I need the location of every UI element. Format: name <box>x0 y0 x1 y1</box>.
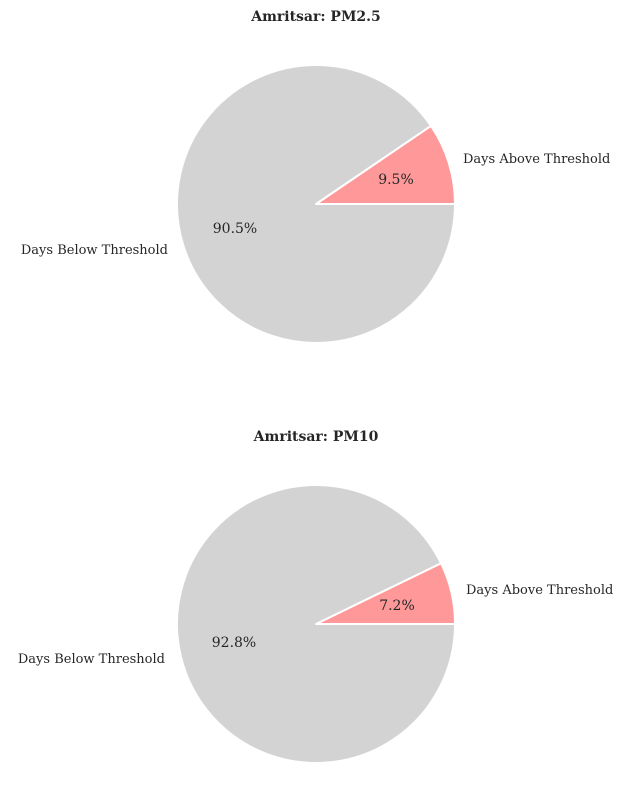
slice-label-below: Days Below Threshold <box>18 652 165 667</box>
pie-slice-below-threshold <box>176 64 456 344</box>
slice-label-below: Days Below Threshold <box>21 243 168 258</box>
pie-slice-below-threshold <box>176 483 456 764</box>
chart-title: Amritsar: PM2.5 <box>250 9 381 25</box>
pie-slices <box>176 64 456 344</box>
chart-title: Amritsar: PM10 <box>253 429 379 445</box>
pm10-pie-chart: Amritsar: PM10 Days Above Threshold Days… <box>18 429 613 764</box>
pct-label-above: 7.2% <box>379 598 415 614</box>
pct-label-below: 92.8% <box>212 635 256 651</box>
slice-label-above: Days Above Threshold <box>466 583 613 598</box>
slice-label-above: Days Above Threshold <box>463 152 610 167</box>
pct-label-below: 90.5% <box>213 221 257 237</box>
pie-slice-above-threshold <box>315 124 456 205</box>
pie-slices <box>176 483 456 764</box>
pct-label-above: 9.5% <box>378 172 414 188</box>
pm25-pie-chart: Amritsar: PM2.5 Days Above Threshold Day… <box>21 9 610 344</box>
